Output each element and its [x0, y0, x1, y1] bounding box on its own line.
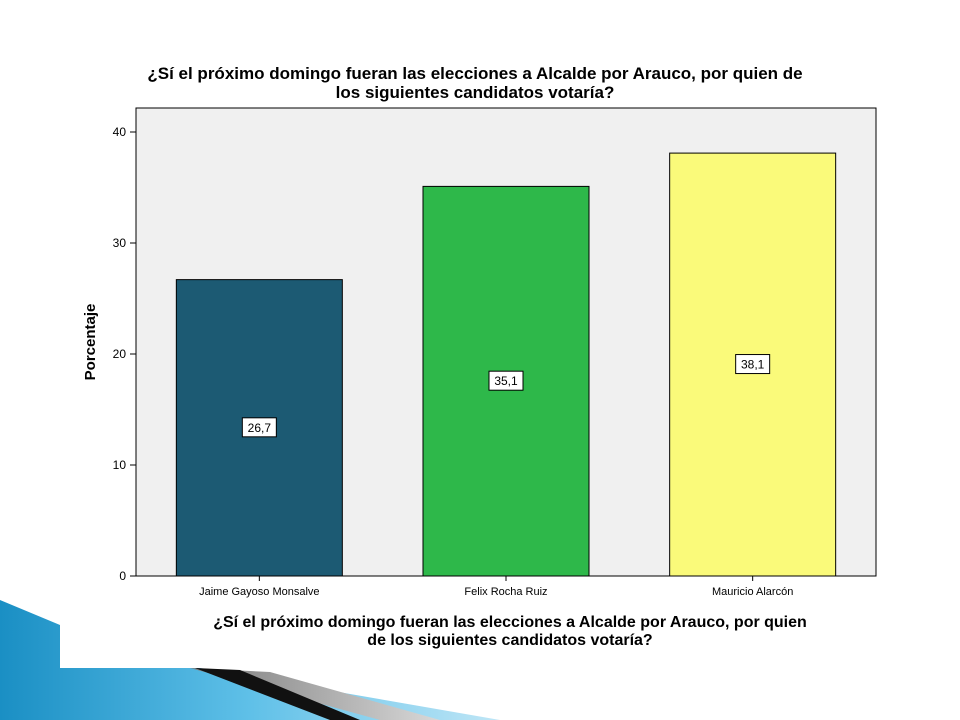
- chart-title-line-2: los siguientes candidatos votaría?: [335, 83, 615, 102]
- data-label-box: [735, 354, 771, 375]
- chart-title-line-1: ¿Sí el próximo domingo fueran las elecci…: [147, 64, 803, 83]
- data-label: 35,1: [494, 374, 518, 388]
- y-axis: 0 10 20 30 40: [113, 125, 136, 583]
- x-tick-label: Felix Rocha Ruiz: [464, 586, 547, 598]
- data-label: 26,7: [248, 421, 272, 435]
- y-tick-label: 30: [113, 236, 127, 250]
- y-axis-label: Porcentaje: [82, 304, 99, 381]
- data-label: 38,1: [741, 358, 765, 372]
- bars: 26,7 Jaime Gayoso Monsalve 35,1 Felix Rocha…: [175, 152, 837, 598]
- x-tick-label: Mauricio Alarcón: [712, 586, 793, 598]
- y-tick-label: 20: [113, 347, 127, 361]
- x-axis-title-line-2: de los siguientes candidatos votaría?: [367, 632, 653, 649]
- y-tick-label: 40: [113, 125, 127, 139]
- y-tick-label: 10: [113, 458, 127, 472]
- data-label-box: [488, 370, 524, 391]
- data-label-box: [241, 417, 277, 438]
- x-tick-label: Jaime Gayoso Monsalve: [199, 586, 319, 598]
- y-tick-label: 0: [119, 569, 126, 583]
- x-axis-title-line-1: ¿Sí el próximo domingo fueran las elecci…: [213, 614, 807, 631]
